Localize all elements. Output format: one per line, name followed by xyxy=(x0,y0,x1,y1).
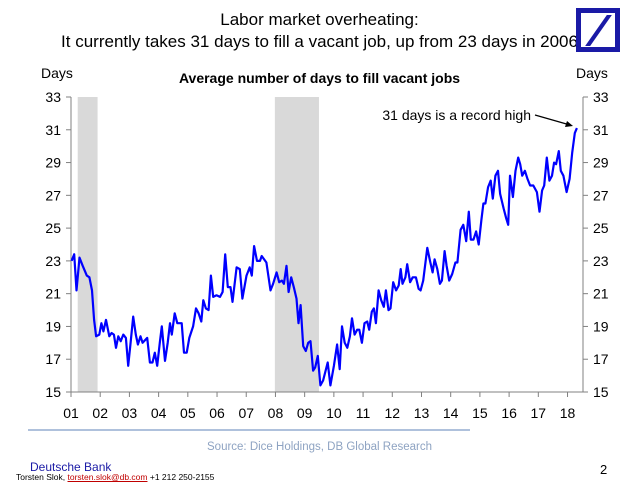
title-line-1: Labor market overheating: xyxy=(220,10,419,29)
x-tick-label: 04 xyxy=(151,405,167,421)
x-tick-label: 06 xyxy=(209,405,225,421)
annotation-record-high: 31 days is a record high xyxy=(382,107,531,123)
footer-author: Torsten Slok, xyxy=(16,472,66,482)
y-tick-label-right: 21 xyxy=(593,286,609,302)
y-tick-label-left: 23 xyxy=(45,253,61,269)
footer-contact: Torsten Slok, torsten.slok@db.com +1 212… xyxy=(16,472,214,482)
x-tick-label: 13 xyxy=(414,405,430,421)
x-tick-label: 14 xyxy=(443,405,459,421)
y-tick-label-right: 27 xyxy=(593,187,609,203)
footer-brand: Deutsche Bank xyxy=(30,460,112,474)
footer-email-link[interactable]: torsten.slok@db.com xyxy=(67,472,148,482)
y-tick-label-right: 31 xyxy=(593,122,609,138)
y-tick-label-right: 25 xyxy=(593,220,609,236)
recession-band xyxy=(274,97,319,392)
y-tick-label-left: 27 xyxy=(45,187,61,203)
left-axis-label: Days xyxy=(41,65,73,81)
x-tick-label: 01 xyxy=(63,405,79,421)
x-tick-label: 15 xyxy=(472,405,488,421)
y-tick-label-left: 17 xyxy=(45,351,61,367)
right-axis-label: Days xyxy=(576,65,608,81)
source-note: Source: Dice Holdings, DB Global Researc… xyxy=(207,441,432,453)
x-tick-label: 16 xyxy=(501,405,517,421)
y-tick-label-left: 25 xyxy=(45,220,61,236)
chart-title: Average number of days to fill vacant jo… xyxy=(178,70,461,86)
y-tick-label-left: 33 xyxy=(45,89,61,105)
y-tick-label-left: 19 xyxy=(45,318,61,334)
deutsche-bank-logo xyxy=(576,8,620,52)
x-tick-label: 08 xyxy=(268,405,284,421)
y-tick-label-right: 23 xyxy=(593,253,609,269)
annotation-arrow xyxy=(534,114,571,126)
y-tick-label-right: 33 xyxy=(593,89,609,105)
x-tick-label: 10 xyxy=(326,405,342,421)
x-tick-label: 12 xyxy=(384,405,400,421)
recession-band xyxy=(77,97,98,392)
x-tick-label: 17 xyxy=(531,405,547,421)
footer-phone: +1 212 250-2155 xyxy=(149,472,215,482)
x-tick-label: 05 xyxy=(180,405,196,421)
y-tick-label-right: 15 xyxy=(593,384,609,400)
x-tick-label: 11 xyxy=(356,405,371,421)
y-tick-label-right: 17 xyxy=(593,351,609,367)
y-tick-label-right: 29 xyxy=(593,155,609,171)
series-line xyxy=(70,127,578,387)
title-line-2: It currently takes 31 days to fill a vac… xyxy=(61,32,578,51)
y-tick-label-left: 31 xyxy=(45,122,61,138)
y-tick-label-left: 29 xyxy=(45,155,61,171)
x-tick-label: 02 xyxy=(92,405,108,421)
y-tick-label-left: 15 xyxy=(45,384,61,400)
y-tick-label-right: 19 xyxy=(593,318,609,334)
x-tick-label: 18 xyxy=(560,405,576,421)
page-number: 2 xyxy=(600,462,608,477)
annotation-arrowhead xyxy=(565,121,573,127)
y-tick-label-left: 21 xyxy=(45,286,61,302)
x-tick-label: 09 xyxy=(297,405,313,421)
x-tick-label: 07 xyxy=(238,405,254,421)
x-tick-label: 03 xyxy=(122,405,138,421)
